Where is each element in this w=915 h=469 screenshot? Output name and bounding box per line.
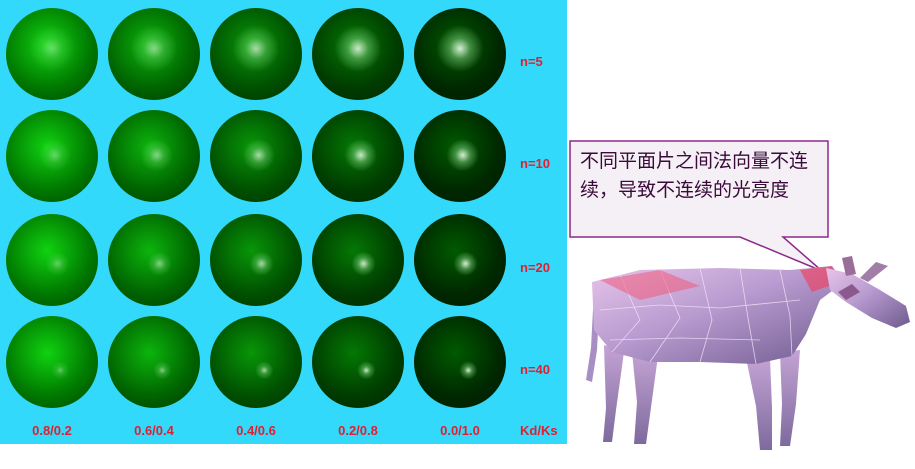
sphere-n10-col4 <box>312 110 404 202</box>
cow-horn-left <box>842 256 856 276</box>
sphere-n20-col4 <box>312 214 404 306</box>
sphere-n10-col1 <box>6 110 98 202</box>
cow-head <box>826 268 910 328</box>
sphere-n40-col1 <box>6 316 98 408</box>
row-label-n5: n=5 <box>520 54 543 69</box>
callout-shape <box>569 140 829 272</box>
column-label-1: 0.8/0.2 <box>32 423 72 438</box>
sphere-n40-col2 <box>108 316 200 408</box>
row-label-n10: n=10 <box>520 156 550 171</box>
sphere-n20-col3 <box>210 214 302 306</box>
callout-text: 不同平面片之间法向量不连续，导致不连续的光亮度 <box>580 150 809 201</box>
cow-front-leg-front <box>780 350 800 446</box>
cow-highlight-back <box>600 270 700 300</box>
cow-horn-right <box>860 262 888 282</box>
sphere-n20-col2 <box>108 214 200 306</box>
cow-back-leg-rear <box>603 345 624 442</box>
sphere-n10-col2 <box>108 110 200 202</box>
sphere-n40-col5 <box>414 316 506 408</box>
cow-ear <box>838 284 860 300</box>
cow-facets <box>599 267 801 365</box>
column-label-5: 0.0/1.0 <box>440 423 480 438</box>
row-label-n40: n=40 <box>520 362 550 377</box>
column-label-2: 0.6/0.4 <box>134 423 174 438</box>
sphere-n20-col5 <box>414 214 506 306</box>
sphere-n5-col1 <box>6 8 98 100</box>
column-label-4: 0.2/0.8 <box>338 423 378 438</box>
faceted-cow-image <box>586 256 910 450</box>
sphere-n40-col3 <box>210 316 302 408</box>
sphere-n5-col2 <box>108 8 200 100</box>
sphere-n5-col3 <box>210 8 302 100</box>
sphere-n20-col1 <box>6 214 98 306</box>
sphere-n10-col5 <box>414 110 506 202</box>
cow-back-leg-front <box>632 352 658 444</box>
sphere-n40-col4 <box>312 316 404 408</box>
sphere-n5-col4 <box>312 8 404 100</box>
column-label-3: 0.4/0.6 <box>236 423 276 438</box>
row-label-n20: n=20 <box>520 260 550 275</box>
sphere-n10-col3 <box>210 110 302 202</box>
sphere-n5-col5 <box>414 8 506 100</box>
cow-front-leg-rear <box>746 358 772 450</box>
kd-ks-axis-label: Kd/Ks <box>520 423 558 438</box>
